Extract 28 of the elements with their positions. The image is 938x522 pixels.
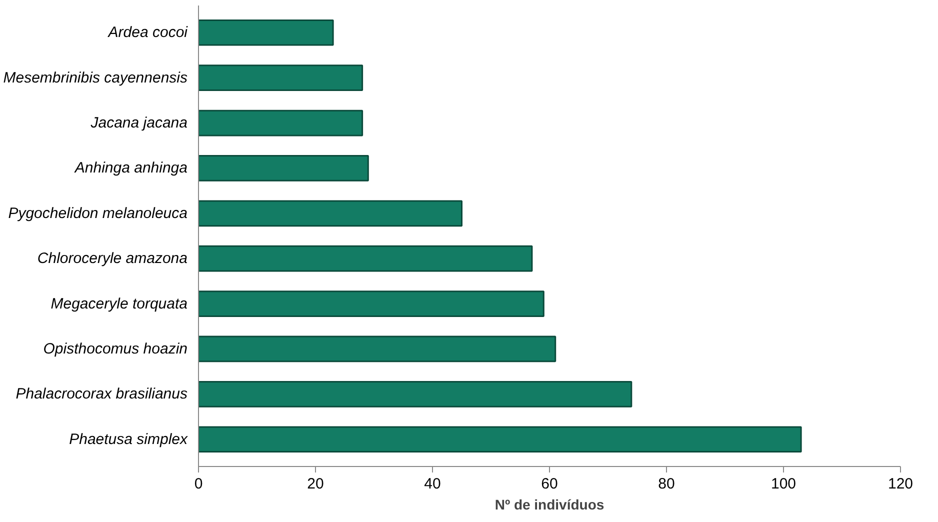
x-tick-label: 80 [658,476,675,492]
y-tick-label: Mesembrinibis cayennensis [3,69,188,86]
bar [198,200,462,227]
bar [198,290,544,317]
y-tick-label: Phalacrocorax brasilianus [16,386,188,403]
bar [198,245,533,272]
y-tick-label: Anhinga anhinga [74,160,188,177]
y-tick-label: Phaetusa simplex [69,430,188,448]
x-tick-label: 60 [541,476,558,492]
bar [198,336,556,362]
y-tick-label: Chloroceryle amazona [37,250,188,268]
x-tick-label: 100 [770,476,796,492]
bar [198,426,802,453]
x-tick-label: 120 [888,476,914,492]
y-tick-label: Jacana jacana [90,114,188,132]
bar [198,155,369,182]
bar [198,64,364,91]
y-tick-label: Pygochelidon melanoleuca [8,204,188,222]
bar [198,381,632,408]
bar [198,110,364,136]
y-tick-label: Ardea cocoi [107,24,188,42]
x-axis-title: Nº de indivíduos [494,496,604,512]
y-tick-label: Megaceryle torquata [50,295,188,312]
x-tick-label: 40 [424,476,441,492]
bar [198,19,334,46]
y-tick-label: Opisthocomus hoazin [43,340,188,358]
x-tick-label: 0 [194,476,203,492]
x-tick-label: 20 [307,476,324,492]
